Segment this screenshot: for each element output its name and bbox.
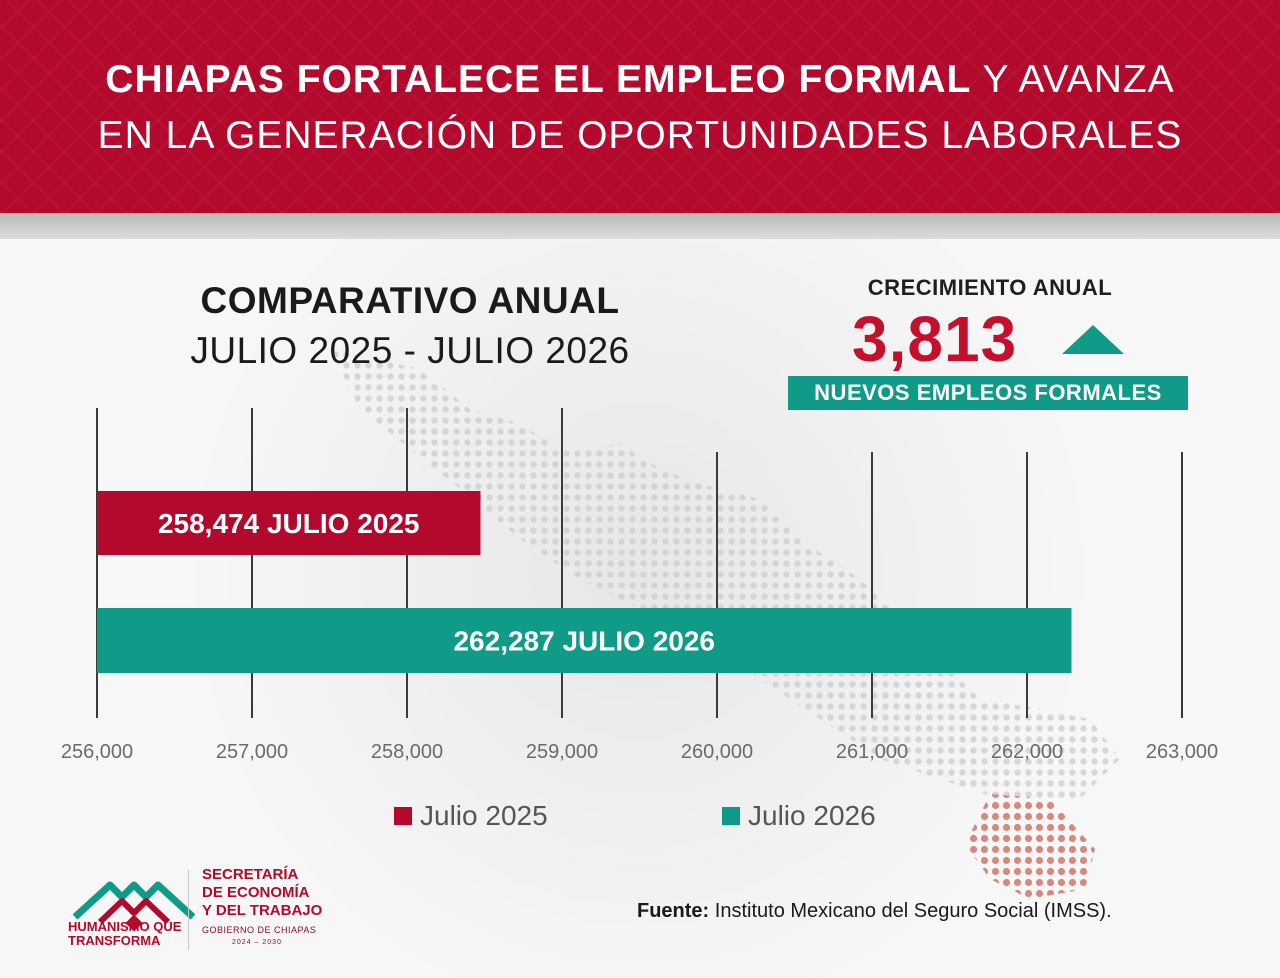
- source-text: Instituto Mexicano del Seguro Social (IM…: [714, 900, 1112, 922]
- header-divider-stripe: [0, 213, 1280, 239]
- x-tick-label: 259,000: [526, 741, 598, 763]
- legend-swatch-teal: [722, 807, 740, 825]
- header-banner: CHIAPAS FORTALECE EL EMPLEO FORMAL Y AVA…: [0, 0, 1280, 213]
- logo2-line1: SECRETARÍA: [202, 866, 299, 883]
- humanismo-logo-text: HUMANISMO QUE TRANSFORMA: [68, 920, 188, 948]
- legend-item-julio-2026: Julio 2026: [722, 800, 876, 832]
- legend-label: Julio 2026: [748, 800, 876, 831]
- title-rest: Y AVANZA: [982, 58, 1175, 101]
- x-tick-label: 261,000: [836, 741, 908, 763]
- legend-swatch-red: [394, 807, 412, 825]
- legend-label: Julio 2025: [420, 800, 548, 831]
- x-tick-label: 256,000: [61, 741, 133, 763]
- growth-label: CRECIMIENTO ANUAL: [867, 275, 1113, 300]
- x-tick-label: 258,000: [371, 741, 443, 763]
- triangle-up-icon: [1062, 325, 1124, 354]
- bar-data-label: 262,287 JULIO 2026: [453, 626, 715, 657]
- gobierno-years: 2024 – 2030: [232, 939, 282, 946]
- secretaria-logo: SECRETARÍA DE ECONOMÍA Y DEL TRABAJO: [202, 866, 352, 920]
- source-note: Fuente: Instituto Mexicano del Seguro So…: [637, 900, 1112, 923]
- growth-value: 3,813: [852, 303, 1018, 375]
- logo1-line2: TRANSFORMA: [68, 933, 161, 948]
- logo2-line3: Y DEL TRABAJO: [202, 902, 323, 919]
- title-line-2: EN LA GENERACIÓN DE OPORTUNIDADES LABORA…: [97, 114, 1183, 157]
- x-tick-label: 263,000: [1146, 741, 1218, 763]
- logo1-line1: HUMANISMO QUE: [68, 919, 182, 934]
- growth-banner: NUEVOS EMPLEOS FORMALES: [788, 376, 1188, 410]
- source-label: Fuente:: [637, 900, 710, 922]
- chart-title: COMPARATIVO ANUAL: [200, 280, 620, 321]
- bar: [97, 608, 1072, 673]
- title-bold: CHIAPAS FORTALECE EL EMPLEO FORMAL: [105, 58, 972, 101]
- bar-data-label: 258,474 JULIO 2025: [158, 508, 420, 539]
- x-tick-label: 260,000: [681, 741, 753, 763]
- gobierno-label: GOBIERNO DE CHIAPAS: [202, 925, 317, 935]
- humanismo-logo-icon: [72, 881, 196, 932]
- legend-item-julio-2025: Julio 2025: [394, 800, 548, 832]
- bar: [97, 491, 481, 555]
- x-tick-label: 262,000: [991, 741, 1063, 763]
- title-line-1: CHIAPAS FORTALECE EL EMPLEO FORMAL Y AVA…: [0, 58, 1280, 102]
- chart-subtitle: JULIO 2025 - JULIO 2026: [190, 330, 630, 371]
- x-tick-label: 257,000: [216, 741, 288, 763]
- logo2-line2: DE ECONOMÍA: [202, 884, 310, 901]
- logo-divider: [188, 870, 189, 950]
